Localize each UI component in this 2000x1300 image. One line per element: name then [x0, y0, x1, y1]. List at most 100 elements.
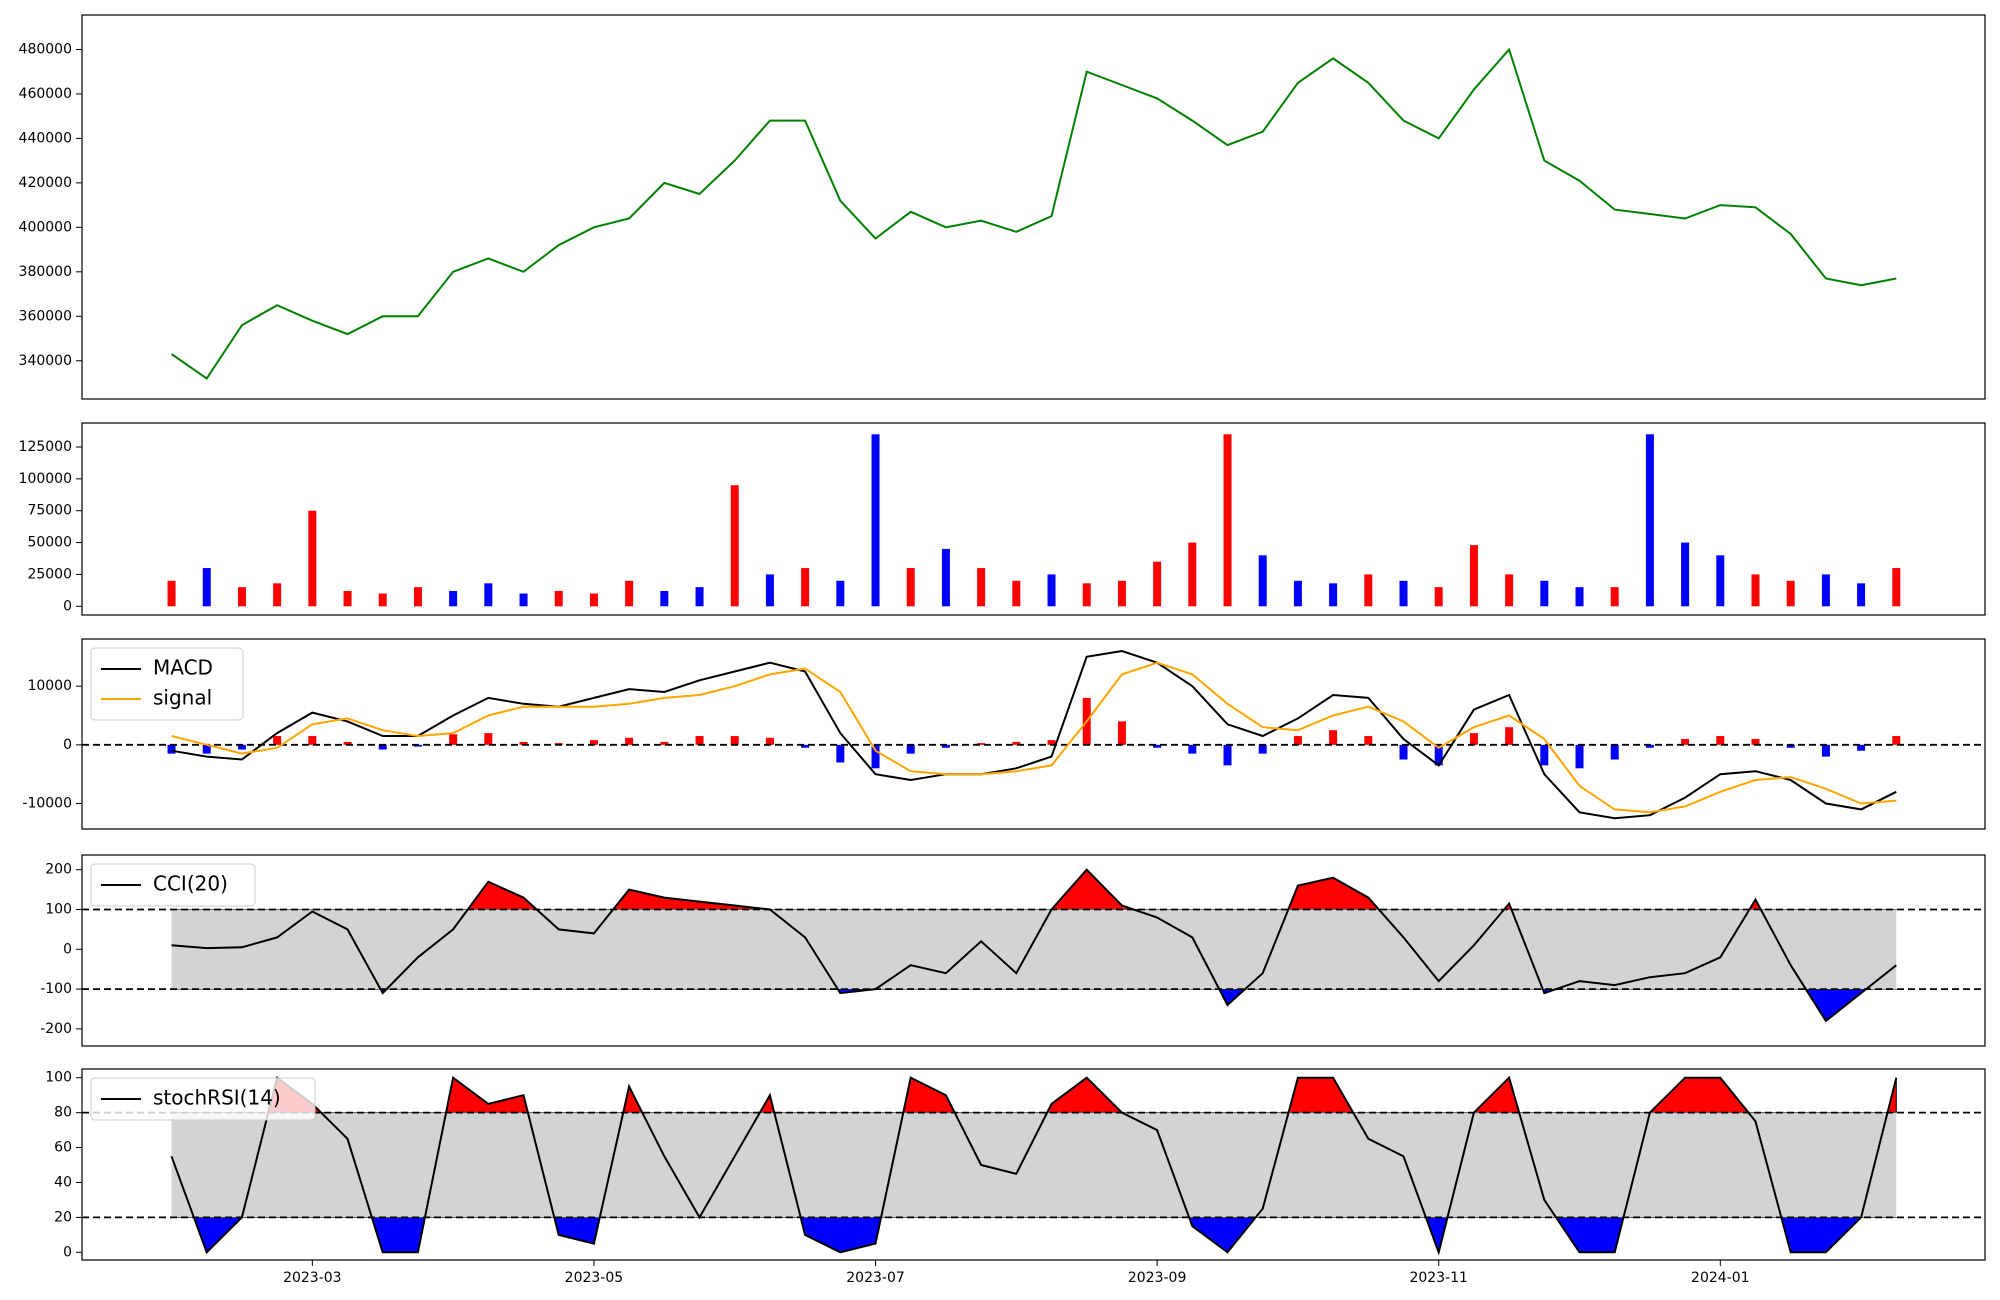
- legend-box: [90, 647, 244, 721]
- x-tick-label: 2023-07: [846, 1270, 905, 1286]
- histogram-bar: [308, 736, 317, 745]
- y-tick-label: 460000: [19, 86, 72, 102]
- legend-label: CCI(20): [153, 872, 228, 896]
- volume-bar: [941, 548, 950, 607]
- volume-bar: [765, 574, 774, 607]
- axes-frame: [81, 638, 1986, 830]
- volume-bar: [1223, 434, 1232, 607]
- volume-bar: [1364, 574, 1373, 607]
- volume-bar: [1329, 583, 1338, 607]
- histogram-bar: [801, 744, 810, 748]
- histogram-bar: [449, 734, 458, 745]
- volume-bar: [1645, 434, 1654, 607]
- histogram-bar: [1716, 736, 1725, 745]
- volume-bar: [413, 587, 422, 607]
- histogram-bar: [1892, 736, 1901, 745]
- y-tick-label: 10000: [27, 678, 72, 694]
- volume-bar: [1505, 574, 1514, 607]
- legend-box: [90, 863, 256, 907]
- histogram-bar: [1012, 741, 1021, 745]
- histogram-bar: [1364, 736, 1373, 745]
- y-tick-label: -100: [40, 981, 72, 997]
- volume-bar: [660, 590, 669, 607]
- x-tick-label: 2023-11: [1409, 1270, 1468, 1286]
- histogram-bar: [1293, 736, 1302, 745]
- series-line: [171, 868, 1897, 1023]
- histogram-bar: [202, 744, 211, 754]
- y-tick-label: 20: [54, 1209, 72, 1225]
- volume-bar: [1469, 545, 1478, 607]
- histogram-bar: [1610, 744, 1619, 760]
- y-tick-label: -10000: [22, 795, 72, 811]
- y-tick-label: 100: [45, 902, 72, 918]
- volume-bar: [1258, 555, 1267, 607]
- axes-frame: [81, 1068, 1986, 1261]
- volume-bar: [343, 590, 352, 607]
- y-tick-label: 40: [54, 1174, 72, 1190]
- axes-frame: [81, 14, 1986, 400]
- histogram-bar: [1575, 744, 1584, 769]
- volume-bar: [1857, 583, 1866, 607]
- volume-bar: [519, 593, 528, 607]
- y-tick-label: 100000: [19, 471, 72, 487]
- series-line: [170, 47, 1897, 380]
- y-tick-label: 400000: [19, 219, 72, 235]
- histogram-bar: [1505, 727, 1514, 745]
- volume-bar: [1681, 542, 1690, 607]
- volume-bar: [1540, 580, 1549, 607]
- volume-bar: [1047, 574, 1056, 607]
- histogram-bar: [378, 744, 387, 750]
- histogram-bar: [836, 744, 845, 763]
- y-tick-label: 480000: [19, 41, 72, 57]
- x-tick-label: 2024-01: [1691, 1270, 1750, 1286]
- volume-bar: [1821, 574, 1830, 607]
- histogram-bar: [1857, 744, 1866, 751]
- volume-bar: [836, 580, 845, 607]
- histogram-bar: [625, 737, 634, 745]
- volume-bar: [1399, 580, 1408, 607]
- volume-bar: [1188, 542, 1197, 607]
- x-tick-label: 2023-09: [1128, 1270, 1187, 1286]
- series-line: [171, 661, 1897, 814]
- y-tick-label: 0: [63, 1244, 72, 1260]
- histogram-bar: [1188, 744, 1197, 754]
- y-tick-label: 100: [45, 1070, 72, 1086]
- histogram-bar: [343, 741, 352, 745]
- y-tick-label: 75000: [27, 503, 72, 519]
- axes-frame: [81, 422, 1986, 616]
- y-tick-label: 420000: [19, 175, 72, 191]
- y-tick-label: 50000: [27, 535, 72, 551]
- legend-label: signal: [153, 686, 212, 710]
- volume-bar: [484, 583, 493, 607]
- y-tick-label: 60: [54, 1140, 72, 1156]
- legend-label: MACD: [153, 656, 213, 680]
- histogram-bar: [1821, 744, 1830, 757]
- histogram-bar: [977, 743, 986, 745]
- volume-bar: [589, 593, 598, 607]
- histogram-bar: [1153, 744, 1162, 748]
- y-tick-label: 80: [54, 1105, 72, 1121]
- histogram-bar: [765, 737, 774, 745]
- x-tick-label: 2023-03: [283, 1270, 342, 1286]
- volume-bar: [801, 568, 810, 607]
- series-line: [171, 649, 1897, 820]
- histogram-bar: [1258, 744, 1267, 754]
- volume-bar: [695, 587, 704, 607]
- volume-bar: [237, 587, 246, 607]
- volume-bar: [1716, 555, 1725, 607]
- histogram-bar: [273, 736, 282, 745]
- legend-box: [90, 1077, 316, 1121]
- histogram-bar: [730, 736, 739, 745]
- y-tick-label: 440000: [19, 130, 72, 146]
- histogram-bar: [871, 744, 880, 769]
- y-tick-label: 0: [63, 941, 72, 957]
- histogram-bar: [695, 736, 704, 745]
- y-tick-label: -200: [40, 1021, 72, 1037]
- series-line: [170, 1075, 1898, 1256]
- volume-bar: [1786, 580, 1795, 607]
- histogram-bar: [167, 744, 176, 754]
- volume-bar: [1293, 580, 1302, 607]
- legend-label: stochRSI(14): [153, 1086, 281, 1110]
- volume-bar: [1012, 580, 1021, 607]
- histogram-bar: [484, 733, 493, 745]
